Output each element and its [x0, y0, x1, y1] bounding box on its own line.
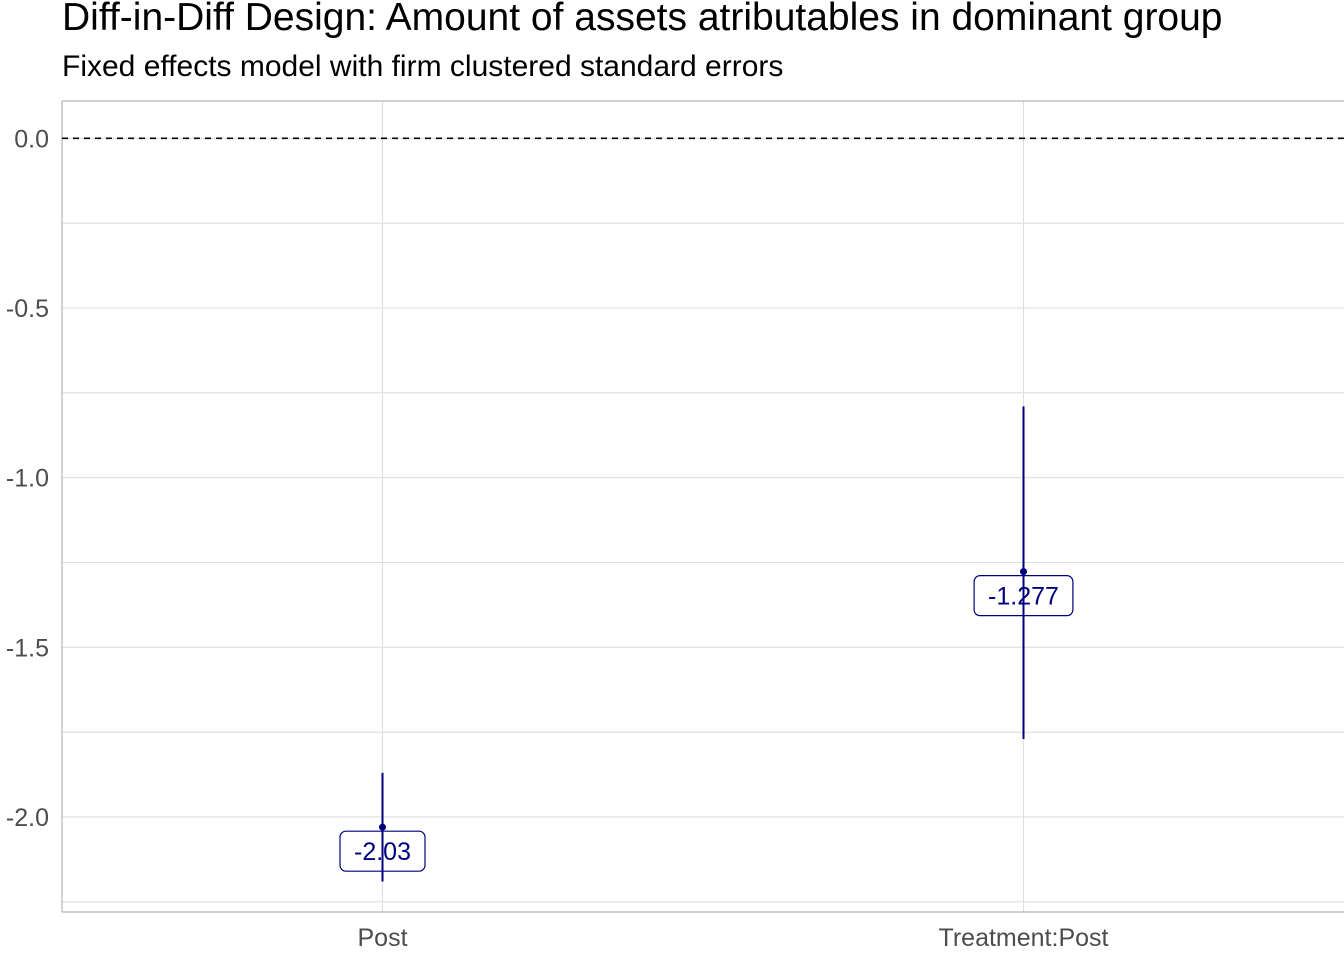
estimate-point: [1020, 568, 1027, 575]
data-label: -2.03: [354, 838, 411, 866]
y-tick-label: 0.0: [14, 125, 49, 153]
estimate-point: [379, 824, 386, 831]
grid-layer: [62, 101, 1344, 912]
y-tick-label: -0.5: [6, 295, 49, 323]
ticks-layer: 0.0 -0.5 -1.0 -1.5 -2.0 Post Treatment:Post: [6, 125, 1109, 952]
x-tick-label: Post: [357, 924, 407, 952]
y-tick-label: -2.0: [6, 804, 49, 832]
data-label: -1.277: [988, 583, 1059, 611]
y-tick-label: -1.0: [6, 465, 49, 493]
y-tick-label: -1.5: [6, 634, 49, 662]
x-tick-label: Treatment:Post: [939, 924, 1109, 952]
